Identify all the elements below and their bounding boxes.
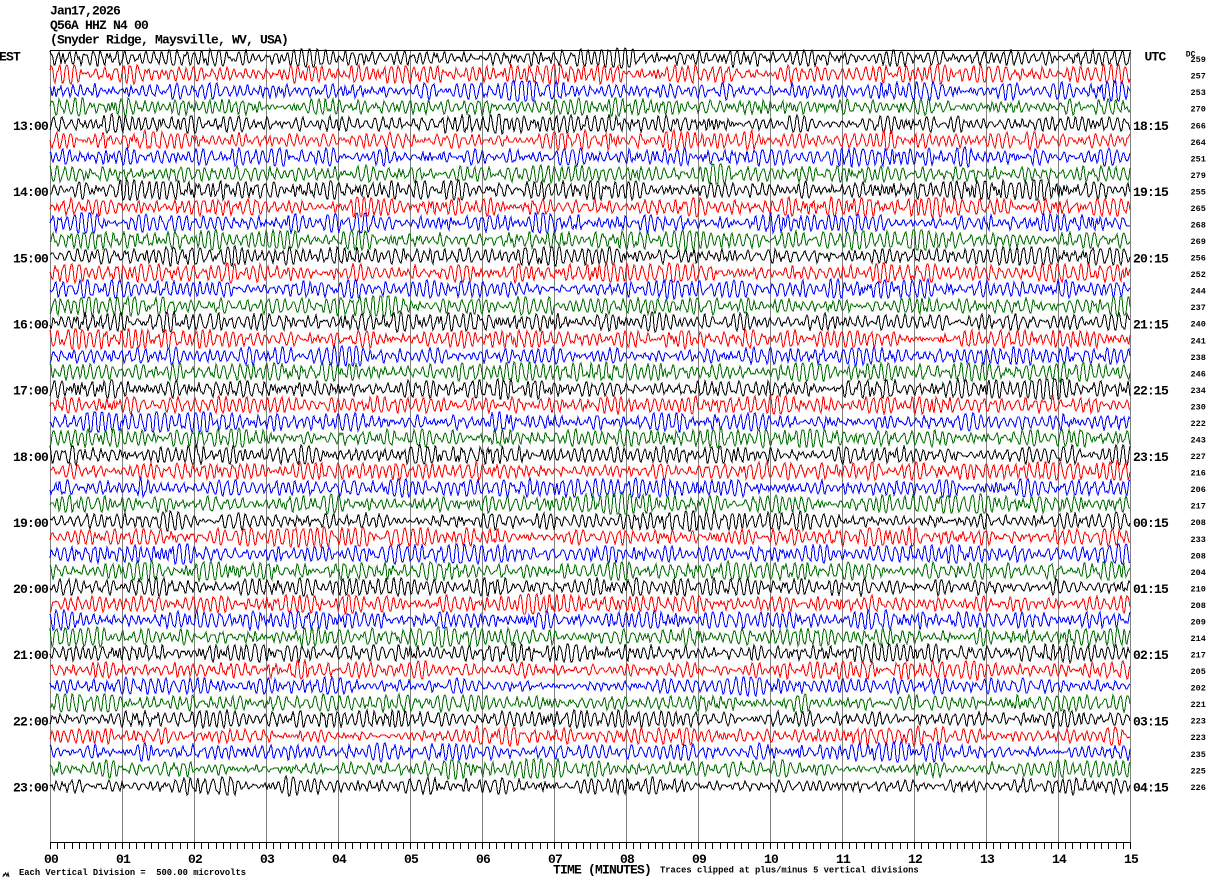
svg-text:255: 255 [1191, 187, 1206, 197]
svg-text:02: 02 [188, 852, 203, 867]
svg-text:226: 226 [1191, 783, 1206, 793]
svg-text:208: 208 [1191, 518, 1206, 528]
svg-text:04: 04 [332, 852, 347, 867]
svg-text:269: 269 [1191, 237, 1206, 247]
svg-text:10: 10 [764, 852, 779, 867]
svg-text:202: 202 [1191, 684, 1206, 694]
svg-text:Traces clipped at plus/minus 5: Traces clipped at plus/minus 5 vertical … [660, 866, 919, 876]
svg-text:Each Vertical Division = 500.: Each Vertical Division = 500.00 microvol… [19, 868, 246, 878]
svg-text:256: 256 [1191, 254, 1206, 264]
svg-text:210: 210 [1191, 584, 1206, 594]
svg-text:14: 14 [1052, 852, 1067, 867]
svg-text:16:00: 16:00 [13, 317, 49, 332]
svg-text:23:00: 23:00 [13, 781, 49, 796]
svg-text:Jan17,2026: Jan17,2026 [50, 4, 121, 19]
svg-text:18:00: 18:00 [13, 450, 49, 465]
svg-text:234: 234 [1191, 386, 1206, 396]
svg-text:DC: DC [1186, 51, 1196, 60]
svg-text:233: 233 [1191, 535, 1206, 545]
svg-text:208: 208 [1191, 601, 1206, 611]
svg-text:00:15: 00:15 [1133, 516, 1169, 531]
svg-text:07: 07 [548, 852, 562, 867]
svg-text:205: 205 [1191, 667, 1206, 677]
svg-text:08: 08 [620, 852, 635, 867]
svg-text:206: 206 [1191, 485, 1206, 495]
svg-text:221: 221 [1191, 700, 1206, 710]
svg-text:EST: EST [0, 50, 21, 65]
svg-text:06: 06 [476, 852, 491, 867]
svg-text:17:00: 17:00 [13, 384, 49, 399]
svg-text:22:00: 22:00 [13, 714, 49, 729]
svg-text:265: 265 [1191, 204, 1206, 214]
svg-text:251: 251 [1191, 154, 1206, 164]
svg-text:22:15: 22:15 [1133, 384, 1169, 399]
svg-text:223: 223 [1191, 717, 1206, 727]
svg-text:222: 222 [1191, 419, 1206, 429]
svg-text:20:00: 20:00 [13, 582, 49, 597]
svg-text:00: 00 [44, 852, 59, 867]
svg-text:TIME (MINUTES): TIME (MINUTES) [553, 863, 651, 878]
svg-text:209: 209 [1191, 618, 1206, 628]
svg-text:19:15: 19:15 [1133, 185, 1169, 200]
svg-text:03: 03 [260, 852, 275, 867]
svg-text:(Snyder Ridge, Maysville, WV,: (Snyder Ridge, Maysville, WV, USA) [50, 33, 288, 48]
svg-text:01: 01 [116, 852, 131, 867]
svg-text:12: 12 [908, 852, 923, 867]
svg-text:216: 216 [1191, 469, 1206, 479]
svg-text:230: 230 [1191, 402, 1206, 412]
svg-text:13:00: 13:00 [13, 119, 49, 134]
svg-text:259: 259 [1191, 55, 1206, 65]
svg-text:05: 05 [404, 852, 419, 867]
svg-text:270: 270 [1191, 105, 1206, 115]
svg-text:UTC: UTC [1145, 50, 1167, 65]
svg-text:20:15: 20:15 [1133, 251, 1169, 266]
svg-text:279: 279 [1191, 171, 1206, 181]
svg-text:266: 266 [1191, 121, 1206, 131]
svg-text:15: 15 [1124, 852, 1139, 867]
svg-text:225: 225 [1191, 766, 1206, 776]
svg-text:257: 257 [1191, 72, 1206, 82]
svg-text:227: 227 [1191, 452, 1206, 462]
svg-text:21:00: 21:00 [13, 648, 49, 663]
svg-text:223: 223 [1191, 733, 1206, 743]
svg-text:264: 264 [1191, 138, 1206, 148]
svg-text:23:15: 23:15 [1133, 450, 1169, 465]
svg-text:243: 243 [1191, 436, 1206, 446]
svg-text:15:00: 15:00 [13, 251, 49, 266]
svg-text:204: 204 [1191, 568, 1206, 578]
svg-text:214: 214 [1191, 634, 1206, 644]
svg-text:18:15: 18:15 [1133, 119, 1169, 134]
svg-text:14:00: 14:00 [13, 185, 49, 200]
svg-text:253: 253 [1191, 88, 1206, 98]
svg-text:208: 208 [1191, 551, 1206, 561]
svg-text:09: 09 [692, 852, 707, 867]
svg-text:240: 240 [1191, 320, 1206, 330]
svg-text:217: 217 [1191, 651, 1206, 661]
svg-text:238: 238 [1191, 353, 1206, 363]
svg-text:252: 252 [1191, 270, 1206, 280]
svg-text:235: 235 [1191, 750, 1206, 760]
svg-text:13: 13 [980, 852, 995, 867]
svg-text:03:15: 03:15 [1133, 714, 1169, 729]
svg-text:241: 241 [1191, 336, 1206, 346]
svg-text:217: 217 [1191, 502, 1206, 512]
svg-text:11: 11 [836, 852, 851, 867]
svg-text:237: 237 [1191, 303, 1206, 313]
svg-text:19:00: 19:00 [13, 516, 49, 531]
svg-text:Q56A HHZ N4 00: Q56A HHZ N4 00 [50, 18, 149, 33]
svg-text:04:15: 04:15 [1133, 781, 1169, 796]
svg-text:01:15: 01:15 [1133, 582, 1169, 597]
svg-text:244: 244 [1191, 287, 1206, 297]
svg-text:21:15: 21:15 [1133, 317, 1169, 332]
svg-text:246: 246 [1191, 369, 1206, 379]
svg-text:268: 268 [1191, 221, 1206, 231]
svg-text:02:15: 02:15 [1133, 648, 1169, 663]
